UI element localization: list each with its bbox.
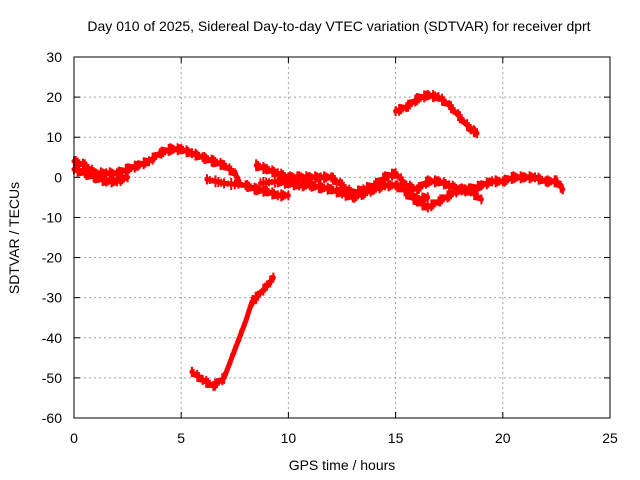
series-track-f xyxy=(393,90,480,139)
series-track-a xyxy=(71,143,242,187)
y-tick-label: 20 xyxy=(46,89,62,105)
y-tick-label: 10 xyxy=(46,129,62,145)
series-layer xyxy=(71,90,566,391)
series-track-c xyxy=(204,174,291,202)
series-track-b xyxy=(71,164,131,188)
x-tick-label: 10 xyxy=(281,430,297,446)
series-track-g xyxy=(189,272,276,391)
x-tick-label: 15 xyxy=(388,430,404,446)
y-tick-label: -10 xyxy=(42,209,62,225)
y-tick-label: 0 xyxy=(54,169,62,185)
tick-layer: 0 5 10 15 20 25 30 20 10 0 -10 -20 -30 -40 -50 -60 xyxy=(42,49,618,446)
y-tick-label: -40 xyxy=(42,330,62,346)
y-tick-label: 30 xyxy=(46,49,62,65)
y-tick-label: -20 xyxy=(42,250,62,266)
plot-frame xyxy=(73,56,611,419)
x-tick-label: 25 xyxy=(602,430,618,446)
chart-title: Day 010 of 2025, Sidereal Day-to-day VTE… xyxy=(87,18,590,34)
y-tick-label: -30 xyxy=(42,290,62,306)
y-tick-label: -60 xyxy=(42,410,62,426)
x-tick-label: 20 xyxy=(495,430,511,446)
x-tick-label: 0 xyxy=(70,430,78,446)
grid-layer xyxy=(74,57,610,418)
series-track-e xyxy=(258,175,431,205)
y-axis-label: SDTVAR / TECUs xyxy=(6,182,22,294)
x-tick-label: 5 xyxy=(177,430,185,446)
series-track-h xyxy=(403,184,484,213)
x-axis-label: GPS time / hours xyxy=(289,457,396,473)
y-tick-label: -50 xyxy=(42,370,62,386)
